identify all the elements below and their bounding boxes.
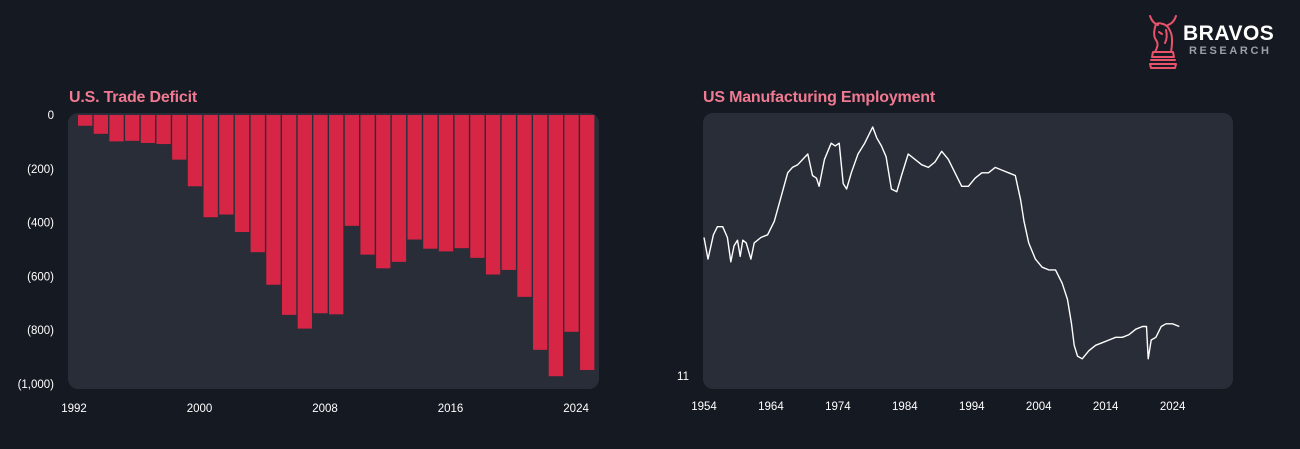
x-tick-label: 2004 [1026,401,1052,413]
bar-2024 [580,115,595,371]
bar-1999 [187,115,203,187]
brand-name: BRAVOS [1183,22,1275,45]
bar-2011 [376,115,391,269]
knight-bull-icon [1149,15,1177,69]
bar-2003 [250,115,265,253]
bar-2018 [485,115,501,275]
bar-2021 [533,115,548,350]
bar-2015 [438,115,454,252]
bar-2014 [423,115,438,249]
manufacturing-employment-line [703,126,1180,360]
bar-2019 [501,115,516,270]
bar-2009 [344,115,360,226]
x-tick-label: 1994 [959,401,985,413]
y-tick-label: (800) [27,325,54,337]
bar-2008 [329,115,344,315]
y-tick-label: (600) [27,271,54,283]
x-tick-label: 2024 [1160,401,1186,413]
bar-2010 [360,115,375,255]
bar-1996 [140,115,156,143]
bar-1997 [156,115,171,145]
bar-2007 [313,115,328,314]
x-tick-label: 2014 [1093,401,1119,413]
y-tick-label: (1,000) [18,379,55,391]
bravos-logo: BRAVOS RESEARCH [1146,12,1286,74]
y-tick-label: 0 [48,110,54,122]
trade-deficit-title: U.S. Trade Deficit [69,89,197,106]
bar-2001 [219,115,234,215]
bar-2005 [281,115,297,315]
bar-2012 [391,115,407,262]
bar-1998 [172,115,187,160]
y-tick-label: (200) [27,164,54,176]
bar-1994 [109,115,124,142]
x-tick-label: 2008 [312,403,338,415]
bar-2004 [266,115,281,285]
bar-2000 [203,115,218,218]
x-tick-label: 2024 [563,403,589,415]
brand-tagline: RESEARCH [1189,45,1272,57]
bar-2020 [517,115,532,297]
x-tick-label: 1974 [825,401,851,413]
bar-2017 [470,115,485,258]
x-tick-label: 2016 [438,403,464,415]
y-tick-label: 11 [677,371,689,383]
manufacturing-employment-title: US Manufacturing Employment [703,89,935,106]
bar-2023 [564,115,579,332]
bar-2016 [454,115,469,249]
y-tick-label: (400) [27,218,54,230]
x-tick-label: 1964 [758,401,784,413]
x-tick-label: 1984 [892,401,918,413]
x-tick-label: 2000 [187,403,213,415]
bar-2002 [234,115,250,233]
bar-1992 [78,115,93,126]
manufacturing-plot-area [703,113,1233,389]
bar-2006 [297,115,312,329]
bar-1995 [125,115,140,141]
bar-2013 [407,115,422,240]
x-tick-label: 1992 [61,403,87,415]
bar-1993 [93,115,108,134]
x-tick-label: 1954 [691,401,717,413]
bar-2022 [548,115,563,377]
